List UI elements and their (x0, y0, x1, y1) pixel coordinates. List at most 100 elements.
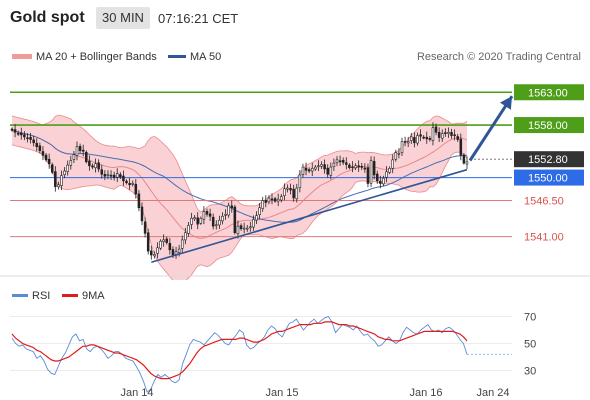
candle-body-up (400, 141, 404, 153)
candle (363, 163, 367, 173)
candle-body-up (406, 141, 410, 144)
candle (131, 180, 134, 187)
candle (63, 167, 66, 179)
candle-body-up (431, 127, 435, 141)
candle (66, 160, 69, 176)
candle-body-down (413, 137, 416, 144)
candle-body-up (286, 187, 289, 190)
candle-body-down (171, 249, 175, 256)
candle-body-down (50, 164, 54, 173)
candle-body-down (292, 188, 295, 199)
candle-body-down (128, 183, 131, 186)
candle-body-up (57, 184, 60, 187)
candle (428, 136, 432, 142)
candle (54, 166, 57, 192)
candle-body-up (258, 207, 261, 215)
candle (153, 251, 156, 259)
candle (317, 160, 320, 172)
chart-header: Gold spot 30 MIN 07:16:21 CET (0, 0, 590, 36)
level-label-1558.00: 1558.00 (528, 120, 568, 132)
candle-body-up (218, 219, 221, 226)
candle (419, 129, 422, 142)
candle-body-down (100, 169, 104, 175)
candle-body-down (54, 171, 57, 188)
candle-body-down (196, 217, 199, 225)
candle (75, 141, 79, 161)
x-tick-label-jan-16: Jan 16 (409, 387, 442, 399)
candle-body-down (112, 174, 116, 178)
candle-body-down (239, 225, 243, 230)
candle-body-up (180, 239, 184, 249)
candle-body-down (351, 166, 354, 169)
candle-body-down (444, 132, 447, 134)
candle-body-down (419, 134, 422, 137)
candle-body-up (75, 146, 79, 156)
candle (16, 130, 20, 136)
candle-body-down (307, 169, 311, 172)
candle-body-up (382, 177, 385, 185)
candle-body-up (193, 217, 196, 220)
candle (137, 190, 141, 212)
candle-body-down (134, 183, 138, 195)
candle (366, 163, 370, 188)
candle (115, 168, 119, 183)
candle (310, 162, 314, 177)
candle (326, 164, 329, 178)
candle-body-down (125, 180, 128, 184)
level-label-1550.00: 1550.00 (528, 173, 568, 185)
candle-body-up (131, 183, 134, 185)
level-label-1563.00: 1563.00 (528, 87, 568, 99)
candle-body-down (264, 200, 268, 203)
candle (230, 200, 234, 213)
timeframe-button[interactable]: 30 MIN (96, 7, 150, 29)
candle (236, 220, 240, 239)
candles (10, 122, 469, 260)
candle-body-up (397, 152, 401, 155)
candle (35, 138, 39, 152)
rsi-chart[interactable]: RSI 9MA 70 50 30 Jan 14 Jan 15 Jan 16 Jan 24 (0, 283, 590, 400)
candle (196, 212, 199, 230)
candle-body-down (44, 154, 48, 161)
rsi-tick-label-50: 50 (524, 339, 536, 351)
candle (134, 179, 138, 199)
level-label-1546.50: 1546.50 (524, 196, 564, 208)
legend: MA 20 + Bollinger Bands MA 50 Research ©… (12, 51, 581, 63)
candle-body-down (23, 134, 26, 138)
candle (298, 169, 302, 193)
candle-body-down (140, 206, 144, 222)
candle-body-down (366, 167, 370, 184)
candle (50, 162, 54, 175)
bollinger-band-area (12, 115, 467, 280)
price-chart[interactable]: MA 20 + Bollinger Bands MA 50 Research ©… (0, 40, 590, 280)
candle (332, 158, 336, 171)
candle-body-up (388, 168, 391, 173)
candle-body-up (354, 165, 357, 169)
candle-body-down (422, 136, 425, 139)
candle (29, 132, 32, 144)
candle-body-down (88, 160, 91, 167)
candle (372, 156, 376, 180)
bollinger-legend-swatch (12, 54, 32, 59)
candle (156, 242, 159, 259)
support-trendline (151, 168, 468, 263)
candle-body-down (230, 205, 234, 209)
candle (128, 177, 131, 190)
rsi-ma-line (11, 321, 468, 380)
candle-body-up (410, 136, 413, 141)
candle (382, 175, 385, 187)
bollinger-legend-label: MA 20 + Bollinger Bands (36, 51, 157, 63)
candle-body-up (190, 217, 193, 225)
candle-body-up (60, 175, 63, 186)
candle (38, 142, 42, 154)
candle (44, 152, 48, 162)
candle-body-up (310, 168, 314, 172)
candle (215, 220, 218, 230)
candle-body-down (29, 136, 32, 140)
candle (202, 206, 206, 225)
candle (97, 159, 100, 173)
candle (286, 184, 289, 193)
candle (23, 131, 26, 141)
candle (88, 155, 91, 171)
rsi-tick-label-70: 70 (524, 312, 536, 324)
candle (193, 215, 196, 222)
